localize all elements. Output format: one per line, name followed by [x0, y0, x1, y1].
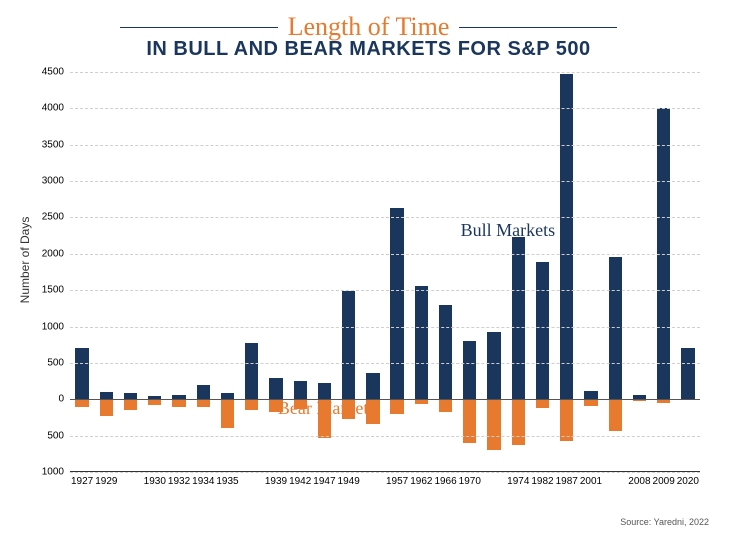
gridline: [70, 327, 700, 328]
title-rule-left: [120, 27, 278, 28]
x-tick: 1932: [168, 472, 190, 487]
bull-bar: [390, 208, 403, 399]
bear-bar: [221, 399, 234, 427]
y-tick: 2000: [42, 248, 70, 259]
bull-bar: [536, 262, 549, 399]
bull-bar: [487, 332, 500, 400]
y-tick: 500: [47, 430, 70, 441]
bull-bar: [463, 341, 476, 399]
y-tick: 4000: [42, 103, 70, 114]
bull-bar: [512, 237, 525, 399]
x-tick: 1982: [531, 472, 553, 487]
x-tick: 1949: [338, 472, 360, 487]
bear-bar: [124, 399, 137, 410]
bull-bar: [366, 373, 379, 399]
bull-bar: [584, 391, 597, 399]
bull-bar: [294, 381, 307, 399]
bull-bar: [245, 343, 258, 400]
x-tick: 1929: [95, 472, 117, 487]
bear-bar: [100, 399, 113, 416]
bull-bar: [342, 291, 355, 399]
bear-bar: [172, 399, 185, 406]
gridline: [70, 145, 700, 146]
gridline: [70, 436, 700, 437]
gridline: [70, 363, 700, 364]
y-tick: 3500: [42, 139, 70, 150]
x-tick: 1947: [313, 472, 335, 487]
gridline: [70, 254, 700, 255]
bull-bar: [124, 393, 137, 400]
x-tick: 1987: [556, 472, 578, 487]
x-tick: 1957: [386, 472, 408, 487]
bull-bar: [75, 348, 88, 400]
x-tick: 1970: [459, 472, 481, 487]
bull-bar: [415, 286, 428, 399]
x-tick: 1927: [71, 472, 93, 487]
annotation-bear: Bear Markets: [278, 398, 375, 419]
bear-bar: [609, 399, 622, 430]
bull-bar: [560, 74, 573, 399]
bull-bar: [609, 257, 622, 400]
y-tick: 0: [58, 394, 70, 405]
bear-bar: [245, 399, 258, 410]
x-tick: 1974: [507, 472, 529, 487]
bear-bar: [439, 399, 452, 411]
bear-bar: [390, 399, 403, 414]
gridline: [70, 108, 700, 109]
x-tick: 1939: [265, 472, 287, 487]
x-tick: 1930: [144, 472, 166, 487]
y-axis-label: Number of Days: [18, 217, 32, 304]
title-block: Length of Time IN BULL AND BEAR MARKETS …: [0, 0, 737, 61]
bear-bar: [512, 399, 525, 445]
bear-bar: [75, 399, 88, 406]
x-tick: 1935: [216, 472, 238, 487]
gridline: [70, 290, 700, 291]
plot-area: 0500100015002000250030003500400045005001…: [70, 72, 700, 472]
source-note: Source: Yaredni, 2022: [620, 517, 709, 527]
x-tick: 1966: [434, 472, 456, 487]
bull-bar: [100, 392, 113, 399]
bear-bar: [536, 399, 549, 408]
gridline: [70, 72, 700, 73]
x-tick: 2009: [653, 472, 675, 487]
chart-container: Length of Time IN BULL AND BEAR MARKETS …: [0, 0, 737, 533]
bear-bar: [487, 399, 500, 450]
title-subtitle: IN BULL AND BEAR MARKETS FOR S&P 500: [0, 38, 737, 61]
x-tick: 2001: [580, 472, 602, 487]
y-tick: 4500: [42, 67, 70, 78]
annotation-bull: Bull Markets: [461, 220, 556, 241]
bear-bar: [560, 399, 573, 440]
bear-bar: [197, 399, 210, 406]
y-tick: 1500: [42, 285, 70, 296]
title-rule-right: [459, 27, 617, 28]
bull-bar: [681, 348, 694, 399]
x-tick: 1962: [410, 472, 432, 487]
bars-layer: [70, 72, 700, 472]
y-tick: 1000: [42, 467, 70, 478]
bull-bar: [197, 385, 210, 400]
y-tick: 2500: [42, 212, 70, 223]
y-tick: 500: [47, 357, 70, 368]
y-tick: 3000: [42, 176, 70, 187]
bull-bar: [269, 378, 282, 399]
y-tick: 1000: [42, 321, 70, 332]
x-tick: 2020: [677, 472, 699, 487]
bull-bar: [318, 383, 331, 400]
x-tick: 2008: [628, 472, 650, 487]
bull-bar: [439, 305, 452, 400]
gridline: [70, 217, 700, 218]
gridline: [70, 181, 700, 182]
x-tick: 1934: [192, 472, 214, 487]
zero-line: [70, 399, 700, 400]
x-tick: 1942: [289, 472, 311, 487]
